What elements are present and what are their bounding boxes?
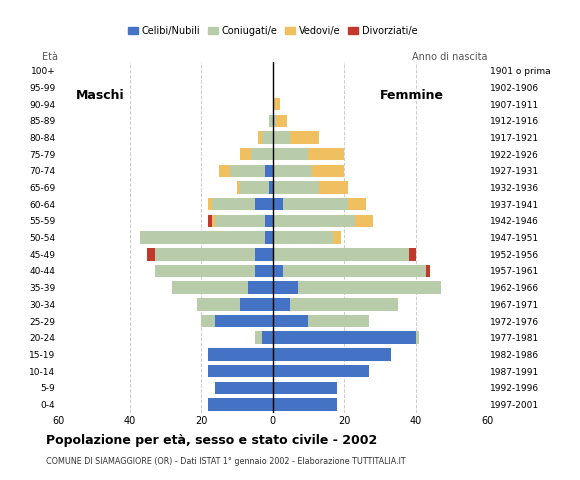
Bar: [273, 98, 280, 110]
Bar: [208, 348, 273, 360]
Text: Età: Età: [42, 52, 58, 62]
Bar: [212, 198, 255, 211]
Bar: [262, 131, 273, 144]
Bar: [155, 264, 255, 277]
Bar: [273, 115, 276, 127]
Bar: [309, 148, 344, 160]
Bar: [334, 231, 340, 244]
Bar: [219, 165, 230, 177]
Bar: [273, 365, 369, 377]
Bar: [230, 165, 266, 177]
Bar: [273, 264, 284, 277]
Bar: [273, 148, 309, 160]
Bar: [266, 165, 273, 177]
Bar: [416, 332, 419, 344]
Bar: [269, 181, 273, 194]
Bar: [273, 382, 337, 394]
Text: Maschi: Maschi: [76, 89, 125, 102]
Bar: [273, 298, 291, 311]
Bar: [215, 382, 273, 394]
Bar: [276, 115, 287, 127]
Bar: [208, 398, 273, 411]
Bar: [312, 165, 344, 177]
Bar: [273, 198, 284, 211]
Bar: [215, 215, 266, 227]
Bar: [172, 281, 248, 294]
Bar: [251, 148, 273, 160]
Bar: [262, 332, 273, 344]
Bar: [284, 198, 348, 211]
Bar: [309, 315, 369, 327]
Bar: [208, 365, 273, 377]
Bar: [284, 264, 426, 277]
Text: Femmine: Femmine: [380, 89, 444, 102]
Bar: [273, 398, 337, 411]
Bar: [291, 131, 319, 144]
Bar: [273, 348, 391, 360]
Bar: [273, 315, 309, 327]
Bar: [208, 215, 212, 227]
Bar: [273, 215, 355, 227]
Bar: [241, 148, 251, 160]
Bar: [273, 131, 291, 144]
Bar: [319, 181, 348, 194]
Bar: [197, 298, 241, 311]
Bar: [273, 248, 408, 261]
Bar: [255, 264, 273, 277]
Text: Popolazione per età, sesso e stato civile - 2002: Popolazione per età, sesso e stato civil…: [46, 434, 378, 447]
Bar: [426, 264, 430, 277]
Bar: [273, 181, 319, 194]
Bar: [237, 181, 241, 194]
Legend: Celibi/Nubili, Coniugati/e, Vedovi/e, Divorziati/e: Celibi/Nubili, Coniugati/e, Vedovi/e, Di…: [124, 22, 421, 39]
Bar: [155, 248, 255, 261]
Bar: [212, 215, 215, 227]
Bar: [241, 181, 269, 194]
Bar: [208, 198, 212, 211]
Bar: [355, 215, 373, 227]
Bar: [291, 298, 398, 311]
Text: Anno di nascita: Anno di nascita: [412, 52, 487, 62]
Bar: [241, 298, 273, 311]
Bar: [140, 231, 266, 244]
Bar: [273, 281, 298, 294]
Bar: [408, 248, 416, 261]
Bar: [255, 248, 273, 261]
Bar: [273, 332, 416, 344]
Bar: [273, 165, 312, 177]
Bar: [248, 281, 273, 294]
Bar: [255, 332, 262, 344]
Text: COMUNE DI SIAMAGGIORE (OR) - Dati ISTAT 1° gennaio 2002 - Elaborazione TUTTITALI: COMUNE DI SIAMAGGIORE (OR) - Dati ISTAT …: [46, 457, 406, 466]
Bar: [348, 198, 365, 211]
Bar: [298, 281, 441, 294]
Bar: [147, 248, 154, 261]
Bar: [255, 198, 273, 211]
Bar: [266, 215, 273, 227]
Bar: [273, 231, 333, 244]
Bar: [258, 131, 262, 144]
Bar: [201, 315, 215, 327]
Bar: [215, 315, 273, 327]
Bar: [269, 115, 273, 127]
Bar: [266, 231, 273, 244]
